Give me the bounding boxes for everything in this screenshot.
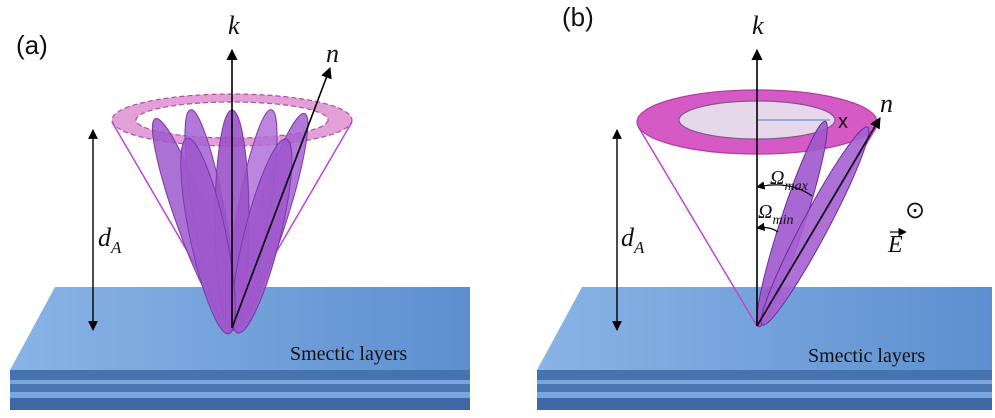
panel-a-n-label: n <box>326 39 339 68</box>
omega-max-arc <box>756 181 813 197</box>
omega-min-arc <box>756 222 779 233</box>
panel-a-layers-label: Smectic layers <box>290 343 407 365</box>
omega-max-label: Ωmax <box>770 167 809 194</box>
layer-3 <box>10 398 470 410</box>
omega-min-label: Ωmin <box>758 201 793 228</box>
layer-1-side <box>10 370 470 380</box>
layer-2-top <box>537 392 992 398</box>
panel-b-cone-left <box>638 127 758 327</box>
field-dot-symbol: ⊙ <box>905 198 925 224</box>
panel-a: (a) Smectic layers dA <box>10 11 470 410</box>
layer-2-side <box>10 384 470 392</box>
layer-3 <box>537 398 992 410</box>
panel-b-x-marker: x <box>838 111 848 133</box>
layer-1-top <box>537 380 992 384</box>
layer-2-side <box>537 384 992 392</box>
panel-a-height-label: dA <box>98 223 122 257</box>
layer-2-top <box>10 392 470 398</box>
panel-b-n-label: n <box>880 89 893 118</box>
panel-a-k-label: k <box>228 11 240 40</box>
top-layer <box>537 287 992 370</box>
panel-b-k-label: k <box>752 11 764 40</box>
field-label: E <box>887 232 903 258</box>
panel-b-height-label: dA <box>621 223 645 257</box>
molecule-outer <box>760 126 870 326</box>
molecule-6 <box>231 138 293 334</box>
molecule-7 <box>180 137 236 335</box>
panel-b-smectic-layers <box>537 287 992 410</box>
layer-1-top <box>10 380 470 384</box>
panel-a-n-arrow <box>231 66 332 329</box>
panel-a-tag: (a) <box>16 30 48 60</box>
panel-b: (b) Smectic layers dA x <box>537 2 992 410</box>
panel-b-n-arrow <box>756 117 881 327</box>
panel-a-molecules <box>151 109 309 335</box>
layer-1-side <box>537 370 992 380</box>
panel-b-layers-label: Smectic layers <box>808 345 925 367</box>
panel-b-molecules <box>756 120 870 328</box>
panel-b-tag: (b) <box>562 2 594 32</box>
